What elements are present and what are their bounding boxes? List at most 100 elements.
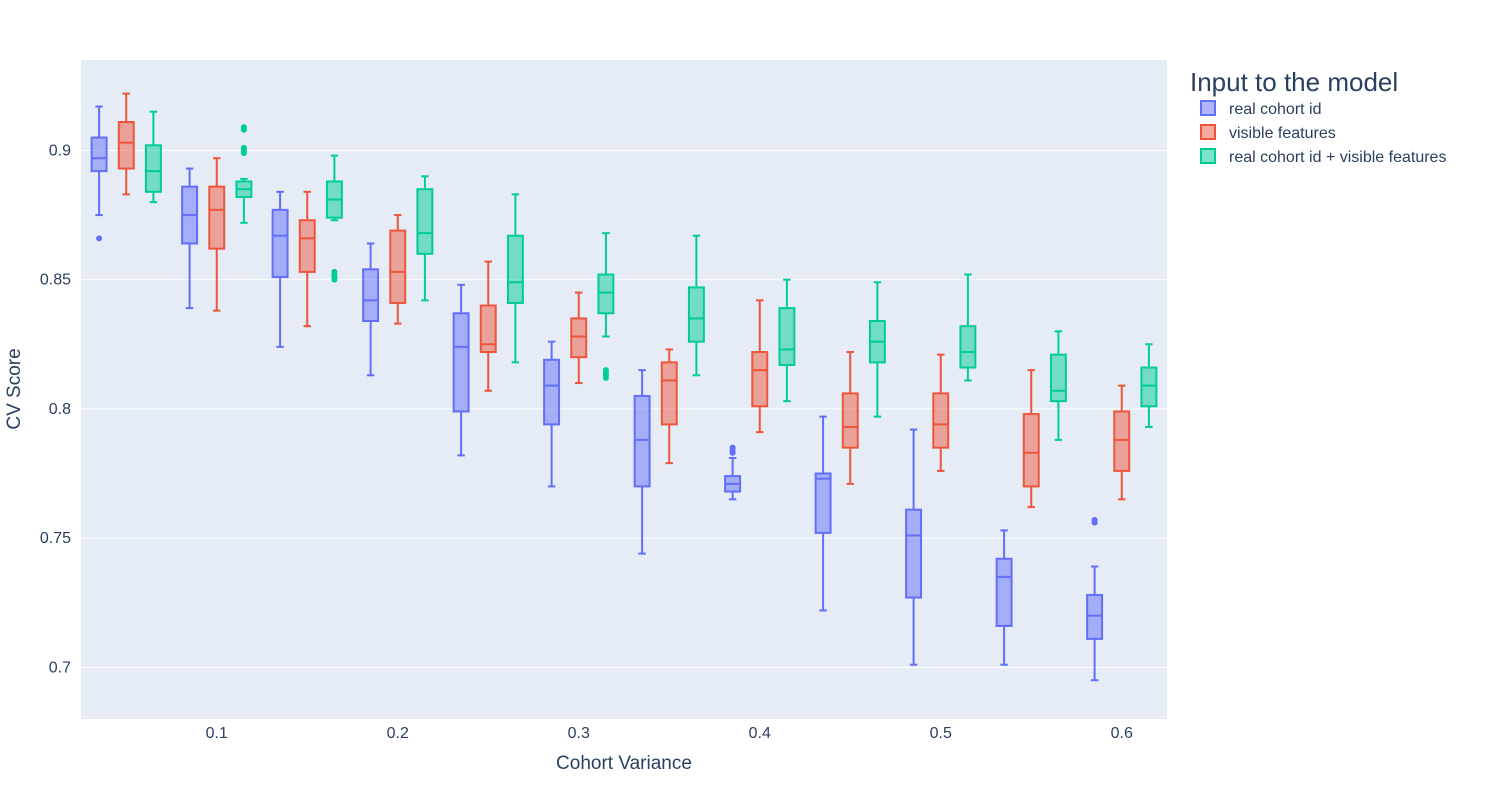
box-mark (1022, 369, 1040, 509)
y-tick-label: 0.75 (40, 530, 71, 547)
legend-label: real cohort id + visible features (1229, 149, 1446, 166)
box-mark (117, 92, 135, 196)
box-iqr (633, 394, 651, 488)
box-iqr (778, 307, 796, 366)
box-iqr (90, 136, 108, 173)
plot-background (81, 60, 1167, 719)
legend-title: Input to the model (1190, 67, 1398, 97)
series-real-cohort-id (90, 105, 1104, 682)
y-tick-label: 0.9 (49, 142, 71, 159)
box-mark (687, 234, 705, 377)
box-mark (597, 232, 615, 381)
outlier-point (602, 367, 609, 374)
box-iqr (208, 185, 226, 250)
box-iqr (995, 557, 1013, 627)
box-mark (660, 348, 678, 465)
y-tick-label: 0.7 (49, 659, 71, 676)
y-tick-label: 0.8 (49, 401, 71, 418)
box-iqr (814, 472, 832, 534)
box-mark (633, 369, 651, 555)
box-mark (868, 281, 886, 418)
box-mark (1140, 343, 1158, 428)
legend-item[interactable]: real cohort id (1200, 100, 1322, 118)
series-visible-features (117, 92, 1131, 509)
box-mark (724, 444, 742, 501)
box-iqr (271, 208, 289, 279)
x-tick-label: 0.1 (206, 725, 228, 742)
legend-label: visible features (1229, 125, 1336, 142)
y-axis-ticks: 0.7 0.75 0.8 0.85 0.9 (40, 142, 71, 676)
outlier-point (729, 444, 736, 451)
box-iqr (751, 351, 769, 408)
box-mark (362, 242, 380, 377)
box-iqr (506, 234, 524, 304)
box-iqr (841, 392, 859, 449)
box-mark (416, 175, 434, 302)
box-mark (751, 299, 769, 434)
legend-swatch (1200, 148, 1216, 164)
box-iqr (1086, 593, 1104, 640)
box-mark (90, 105, 108, 242)
x-axis-ticks: 0.1 0.2 0.3 0.4 0.5 0.6 (206, 725, 1133, 742)
box-mark (1049, 330, 1067, 441)
box-mark (1113, 384, 1131, 501)
box-mark (389, 214, 407, 325)
box-iqr (597, 273, 615, 315)
box-iqr (570, 317, 588, 359)
box-mark (778, 278, 796, 403)
box-mark (235, 124, 253, 224)
box-mark (271, 190, 289, 348)
y-gridlines (81, 149, 1167, 668)
box-mark (905, 428, 923, 666)
box-iqr (117, 121, 135, 170)
box-iqr (1049, 353, 1067, 403)
box-iqr (660, 361, 678, 426)
box-mark (959, 273, 977, 382)
box-mark (298, 190, 316, 328)
series-real-cohort-id-visible-features (144, 110, 1158, 441)
box-mark (932, 353, 950, 472)
outlier-point (240, 124, 247, 131)
legend-swatch (1200, 124, 1216, 140)
x-tick-label: 0.2 (387, 725, 409, 742)
box-iqr (362, 268, 380, 323)
box-mark (814, 415, 832, 612)
box-iqr (298, 219, 316, 273)
box-mark (208, 157, 226, 312)
x-tick-label: 0.6 (1111, 725, 1133, 742)
box-mark (543, 340, 561, 488)
box-series-layer (90, 92, 1158, 682)
x-tick-label: 0.4 (749, 725, 771, 742)
legend-item[interactable]: visible features (1200, 124, 1336, 142)
box-mark (570, 291, 588, 385)
outlier-point (96, 235, 103, 242)
box-mark (181, 167, 199, 310)
x-tick-label: 0.5 (930, 725, 952, 742)
box-mark (841, 351, 859, 485)
x-tick-label: 0.3 (568, 725, 590, 742)
box-iqr (1140, 366, 1158, 408)
legend: Input to the model real cohort id visible… (1190, 67, 1446, 166)
x-axis-title: Cohort Variance (556, 753, 692, 774)
box-iqr (959, 325, 977, 369)
outlier-point (331, 268, 338, 275)
box-iqr (932, 392, 950, 449)
box-iqr (416, 188, 434, 255)
box-iqr (905, 508, 923, 599)
box-iqr (1022, 413, 1040, 488)
legend-swatch (1200, 100, 1216, 116)
box-iqr (144, 144, 162, 193)
box-mark (144, 110, 162, 204)
box-mark (1086, 517, 1104, 682)
box-iqr (687, 286, 705, 343)
box-iqr (452, 312, 470, 413)
box-mark (506, 193, 524, 364)
y-tick-label: 0.85 (40, 272, 71, 289)
outlier-point (1091, 517, 1098, 524)
legend-item[interactable]: real cohort id + visible features (1200, 148, 1446, 166)
box-iqr (543, 358, 561, 426)
box-mark (995, 529, 1013, 666)
legend-label: real cohort id (1229, 101, 1322, 118)
